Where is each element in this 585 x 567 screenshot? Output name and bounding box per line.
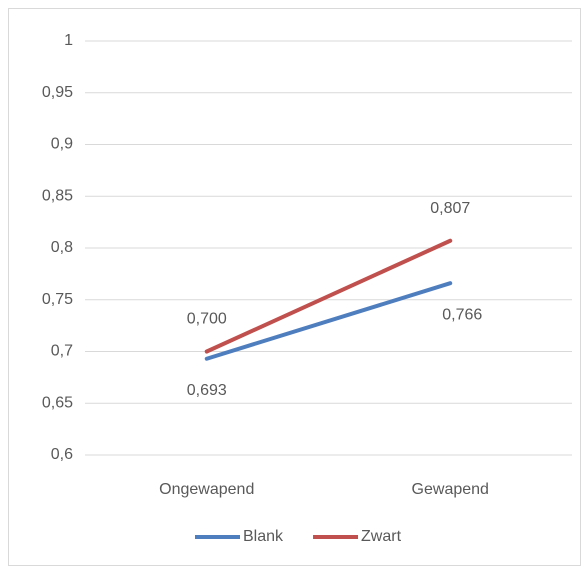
y-tick-label: 0,85 xyxy=(42,187,73,204)
y-tick-label: 0,75 xyxy=(42,291,73,308)
x-tick-label: Gewapend xyxy=(412,481,489,498)
series-line xyxy=(204,281,453,361)
y-tick-label: 0,6 xyxy=(51,446,73,463)
y-tick-label: 1 xyxy=(64,32,73,49)
x-tick-label: Ongewapend xyxy=(159,481,254,498)
y-tick-label: 0,7 xyxy=(51,343,73,360)
series-line xyxy=(204,238,453,354)
y-tick-label: 0,9 xyxy=(51,136,73,153)
data-label: 0,807 xyxy=(430,200,470,217)
data-label: 0,766 xyxy=(442,306,482,323)
y-tick-label: 0,95 xyxy=(42,84,73,101)
y-tick-label: 0,8 xyxy=(51,239,73,256)
data-label: 0,693 xyxy=(187,382,227,399)
legend-label: Blank xyxy=(243,528,284,545)
data-label: 0,700 xyxy=(187,311,227,328)
legend-label: Zwart xyxy=(361,528,402,545)
chart-border xyxy=(8,8,581,566)
y-tick-label: 0,65 xyxy=(42,394,73,411)
